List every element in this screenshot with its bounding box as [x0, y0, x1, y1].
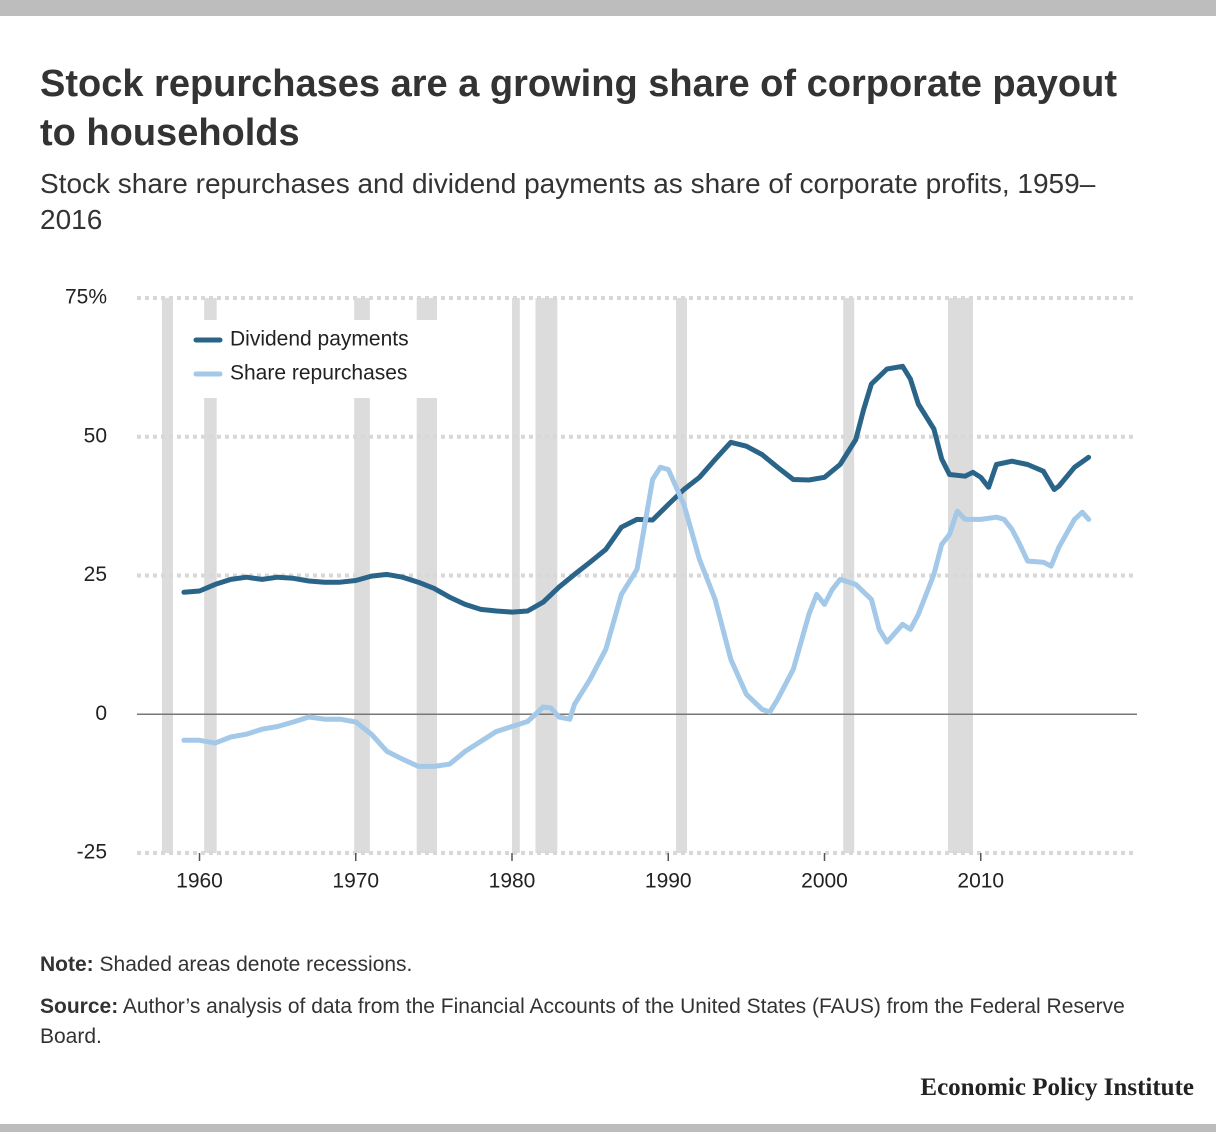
note: Note: Shaded areas denote recessions. [40, 950, 1170, 980]
series-line [181, 464, 1092, 769]
brand: Economic Policy Institute [920, 1074, 1194, 1101]
recession-band [162, 298, 173, 853]
y-tick-label: -25 [77, 841, 107, 864]
bottom-bar [0, 1124, 1216, 1132]
x-tick-label: 1970 [332, 870, 379, 893]
source: Source: Author’s analysis of data from t… [40, 992, 1170, 1052]
note-text: Shaded areas denote recessions. [99, 953, 413, 976]
recession-band [843, 298, 855, 853]
top-bar [0, 0, 1216, 16]
x-tick-label: 1980 [489, 870, 536, 893]
legend-label: Dividend payments [230, 328, 409, 351]
y-tick-label: 25 [84, 563, 107, 586]
series-line [181, 363, 1092, 615]
note-label: Note: [40, 953, 94, 976]
y-tick-label: 50 [84, 424, 107, 447]
source-label: Source: [40, 995, 119, 1018]
x-tick-label: 1960 [176, 870, 223, 893]
chart-title: Stock repurchases are a growing share of… [40, 63, 1117, 154]
source-text: Author’s analysis of data from the Finan… [40, 995, 1125, 1048]
x-tick-label: 2000 [801, 870, 848, 893]
y-tick-label: 75% [65, 286, 107, 309]
x-tick-label: 2010 [957, 870, 1004, 893]
recession-band [947, 298, 973, 853]
chart-subtitle: Stock share repurchases and dividend pay… [40, 168, 1096, 235]
legend-box [180, 320, 465, 398]
legend-label: Share repurchases [230, 362, 407, 385]
x-tick-label: 1990 [645, 870, 692, 893]
y-tick-label: 0 [95, 702, 107, 725]
